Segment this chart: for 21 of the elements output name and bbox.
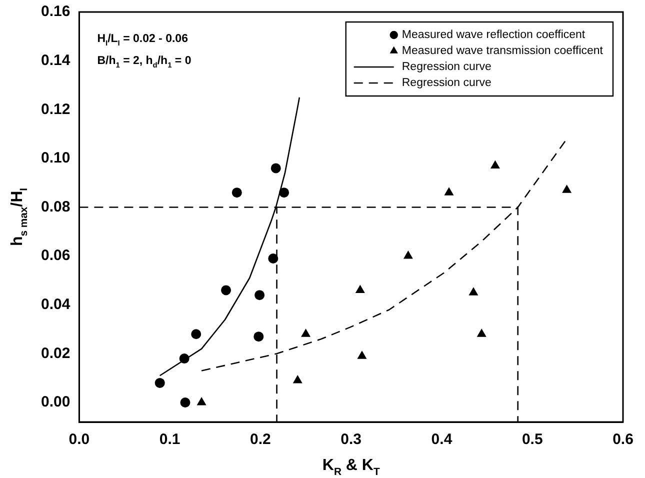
legend-label: Measured wave reflection coefficent: [402, 29, 586, 42]
x-tick-label: 0.5: [522, 431, 543, 448]
y-tick-label: 0.02: [40, 344, 70, 362]
y-axis-title: hs max/HI: [9, 188, 30, 246]
y-tick-label: 0.16: [40, 3, 70, 20]
x-tick-label: 0.3: [340, 431, 362, 448]
legend-label: Measured wave transmission coefficent: [402, 45, 604, 58]
x-tick-label: 0.0: [68, 431, 90, 448]
y-tick-label: 0.04: [40, 296, 71, 313]
x-tick-label: 0.6: [612, 431, 634, 448]
legend-label: Regression curve: [402, 61, 492, 74]
y-tick-label: 0.08: [40, 198, 70, 216]
x-tick-label: 0.2: [250, 431, 271, 448]
y-tick-label: 0.12: [40, 100, 70, 118]
legend-label: Regression curve: [402, 77, 492, 90]
x-tick-label: 0.1: [159, 431, 180, 448]
y-tick-label: 0.00: [40, 394, 70, 411]
y-tick-label: 0.14: [40, 52, 71, 69]
y-tick-label: 0.10: [40, 150, 70, 167]
y-tick-label: 0.06: [40, 247, 70, 264]
x-tick-label: 0.4: [431, 431, 453, 448]
